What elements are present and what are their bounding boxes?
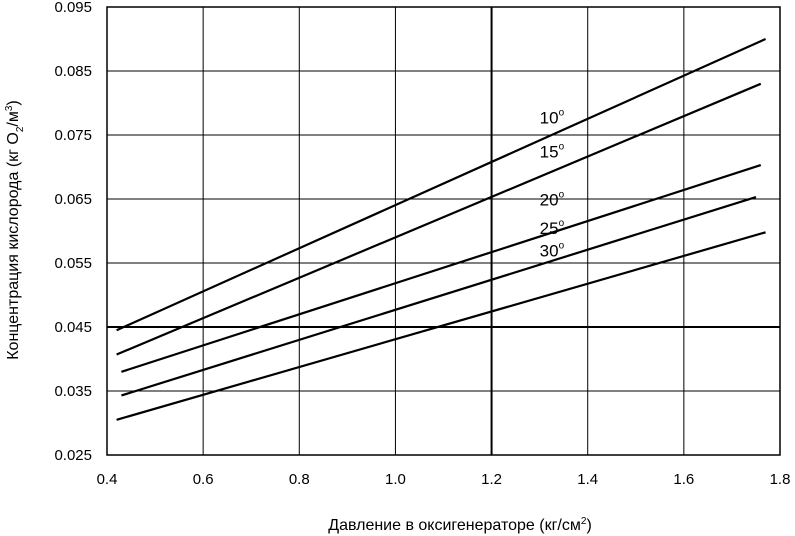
y-tick-label: 0.075 [54,127,92,144]
series-label-10: 10o [540,107,565,127]
y-tick-label: 0.035 [54,383,92,400]
series-line-15 [116,82,762,356]
y-tick-labels: 0.025 0.035 0.045 0.055 0.065 0.075 0.085 0.095 [54,0,92,464]
x-tick-label: 1.0 [385,471,406,488]
series-line-20 [121,164,762,373]
x-axis-title: Давление в оксигенераторе (кг/см2) [328,516,592,534]
x-tick-label: 1.8 [770,471,791,488]
series-line-30 [116,231,766,421]
x-tick-label: 1.6 [673,471,694,488]
series-labels: 10o 15o 20o 25o 30o [540,107,565,260]
series-lines [116,37,767,421]
y-tick-label: 0.055 [54,255,92,272]
x-tick-label: 0.4 [97,471,118,488]
series-label-20: 20o [540,189,565,209]
y-tick-label: 0.025 [54,447,92,464]
series-label-25: 25o [540,218,565,238]
series-label-15: 15o [540,141,565,161]
y-tick-label: 0.065 [54,191,92,208]
y-tick-label: 0.095 [54,0,92,16]
grid [106,6,781,456]
plot-frame [106,6,781,456]
x-tick-label: 1.4 [577,471,598,488]
y-tick-label: 0.085 [54,63,92,80]
series-line-10 [116,37,767,332]
series-label-30: 30o [540,241,565,261]
series-line-25 [121,196,757,397]
x-tick-label: 1.2 [481,471,502,488]
x-tick-labels: 0.4 0.6 0.8 1.0 1.2 1.4 1.6 1.8 [97,471,791,488]
y-axis-title: Концентрация кислорода (кг O2/м3) [4,100,26,360]
x-tick-label: 0.8 [289,471,310,488]
y-tick-label: 0.045 [54,319,92,336]
x-tick-label: 0.6 [193,471,214,488]
